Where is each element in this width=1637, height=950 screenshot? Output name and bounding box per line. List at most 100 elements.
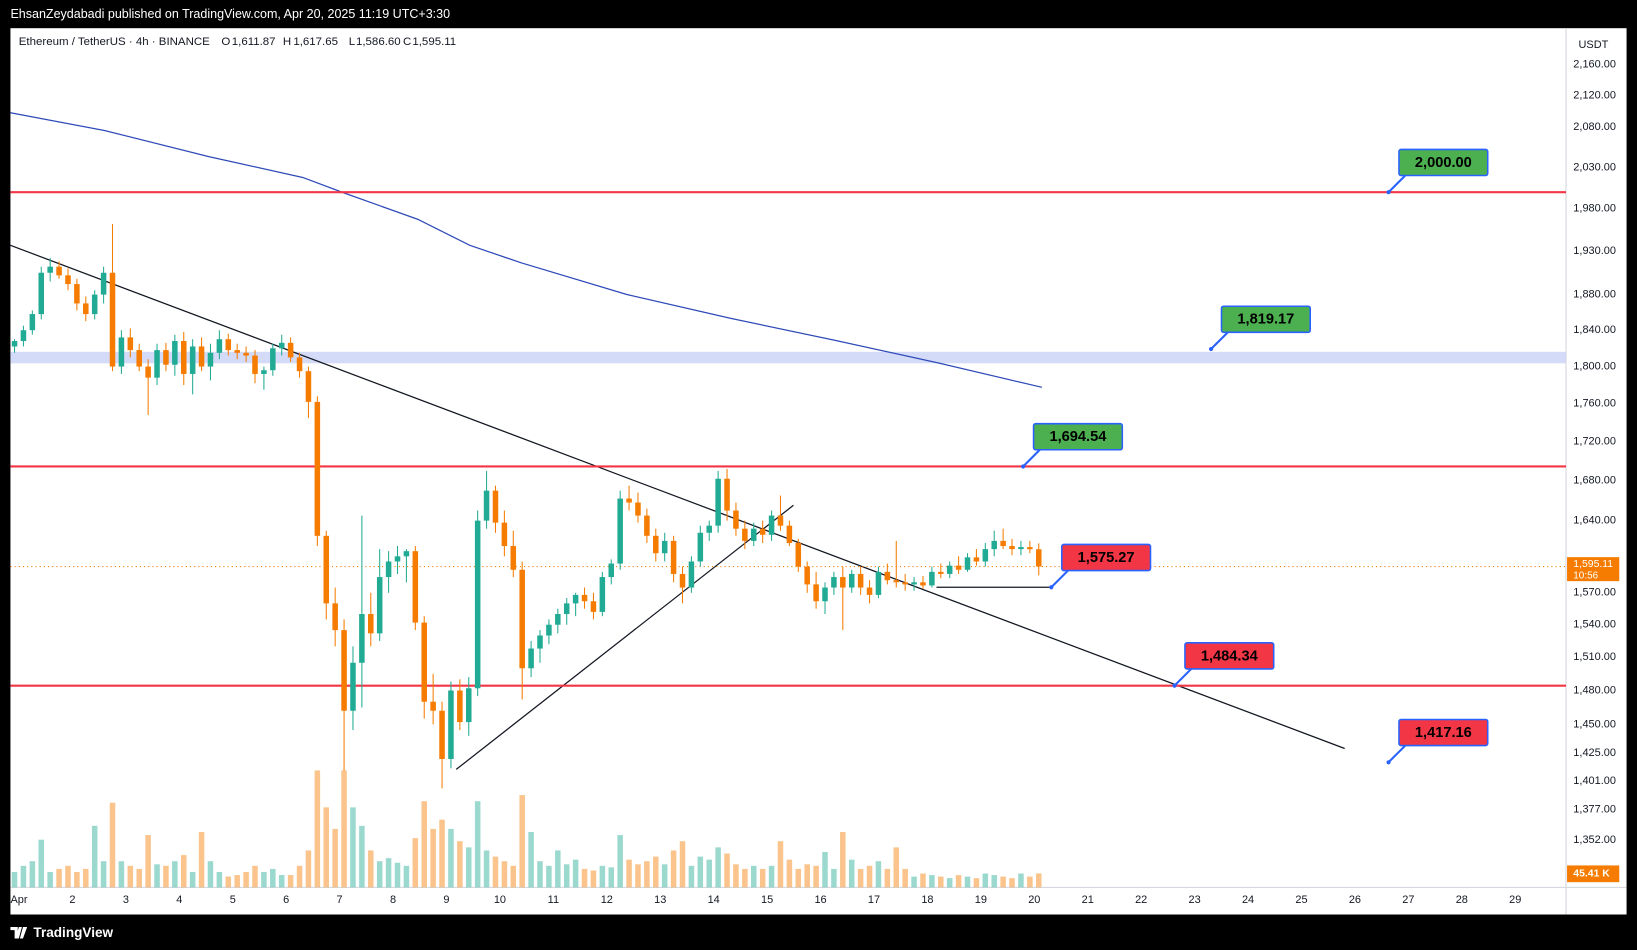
candle-body bbox=[430, 701, 436, 711]
candle-body bbox=[946, 565, 953, 574]
volume-bar bbox=[795, 868, 802, 888]
legend-key: C bbox=[403, 36, 411, 48]
x-tick-label: 4 bbox=[176, 894, 182, 906]
last-price-box bbox=[1567, 557, 1620, 582]
currency: USDT bbox=[1579, 39, 1609, 51]
volume-bar bbox=[332, 828, 338, 888]
volume-bar bbox=[56, 868, 62, 888]
brand: TradingView bbox=[10, 925, 114, 940]
candle-body bbox=[341, 630, 347, 711]
candle-body bbox=[982, 549, 989, 562]
callout-box bbox=[1220, 305, 1312, 334]
callout-point bbox=[1172, 683, 1177, 688]
y-tick-label: 1,800.00 bbox=[1573, 360, 1616, 372]
volume-bar bbox=[822, 851, 828, 888]
candle-body bbox=[670, 540, 677, 574]
candle-body bbox=[368, 614, 374, 634]
volume-bar bbox=[91, 825, 98, 888]
y-tick-label: 1,570.00 bbox=[1573, 587, 1616, 599]
volume-layer bbox=[11, 770, 1042, 888]
legend-value: 1,611.87 bbox=[232, 36, 276, 48]
volume-label: 45.41 K bbox=[1573, 869, 1610, 880]
candles bbox=[11, 223, 1042, 789]
x-tick-label: 26 bbox=[1349, 894, 1361, 906]
candle-body bbox=[555, 614, 561, 625]
candle-body bbox=[492, 490, 499, 523]
candle-body bbox=[323, 535, 330, 604]
volume-bar bbox=[216, 871, 223, 888]
y-tick-label: 1,930.00 bbox=[1573, 245, 1616, 257]
callout-label: 1,484.34 bbox=[1201, 648, 1259, 664]
volume-bar bbox=[47, 871, 53, 888]
x-tick-label: 16 bbox=[814, 894, 826, 906]
volume-bar bbox=[902, 868, 908, 888]
volume-bar bbox=[172, 861, 178, 888]
volume-bar bbox=[893, 847, 900, 888]
volume-bar bbox=[145, 835, 151, 888]
candle-body bbox=[661, 540, 668, 554]
volume-bar bbox=[412, 838, 419, 888]
volume-bar bbox=[65, 865, 71, 888]
volume-bar bbox=[982, 873, 989, 888]
volume-bar bbox=[385, 858, 392, 888]
callout-box bbox=[1060, 543, 1152, 572]
x-tick-label: 10 bbox=[494, 894, 506, 906]
volume-bar bbox=[474, 801, 481, 888]
candle-body bbox=[608, 563, 615, 578]
volume-bar bbox=[724, 853, 730, 888]
y-tick-label: 1,377.00 bbox=[1573, 804, 1616, 816]
volume-bar bbox=[804, 864, 810, 888]
candle-body bbox=[599, 577, 606, 612]
candle-body bbox=[572, 594, 579, 604]
candle-body bbox=[679, 573, 686, 588]
volume-bar bbox=[777, 841, 784, 888]
candle-body bbox=[385, 561, 392, 578]
candle-body bbox=[305, 371, 312, 402]
symbol: Ethereum / TetherUS · 4h · BINANCE bbox=[19, 36, 210, 48]
volume-bar bbox=[261, 871, 267, 888]
legend-key: O bbox=[221, 36, 230, 48]
volume-bar bbox=[198, 831, 205, 888]
volume-bar bbox=[314, 770, 321, 888]
volume-bar bbox=[350, 807, 356, 888]
volume-bar bbox=[537, 861, 543, 888]
candle-body bbox=[465, 688, 472, 723]
publisher: EhsanZeydabadi published on TradingView.… bbox=[10, 7, 450, 21]
candle-body bbox=[831, 577, 837, 588]
x-tick-label: 20 bbox=[1028, 894, 1040, 906]
volume-bar bbox=[83, 868, 89, 888]
volume-bar bbox=[1009, 878, 1015, 888]
candle-body bbox=[938, 571, 944, 574]
candle-body bbox=[270, 348, 276, 371]
volume-bar bbox=[341, 770, 347, 888]
callout-label: 1,694.54 bbox=[1049, 429, 1107, 445]
volume-bar bbox=[519, 795, 525, 888]
last-price-label: 1,595.11 bbox=[1573, 559, 1613, 570]
y-tick-label: 1,450.00 bbox=[1573, 718, 1616, 730]
y-tick-label: 1,401.00 bbox=[1573, 775, 1616, 787]
volume-bar bbox=[20, 865, 27, 888]
volume-bar bbox=[29, 861, 36, 888]
candle-body bbox=[74, 284, 80, 304]
candle-body bbox=[439, 710, 445, 759]
candle-body bbox=[617, 498, 623, 564]
callout-box bbox=[1398, 718, 1489, 747]
volume-bar bbox=[733, 864, 739, 888]
candle-body bbox=[207, 352, 214, 367]
volume-bar bbox=[38, 839, 45, 888]
volume-bar bbox=[653, 856, 659, 888]
zone bbox=[10, 351, 1567, 364]
volume-bar bbox=[127, 865, 134, 888]
volume-bar bbox=[225, 876, 232, 888]
volume-bar bbox=[483, 850, 490, 888]
candle-body bbox=[537, 635, 543, 649]
x-tick-label: 25 bbox=[1295, 894, 1307, 906]
candle-body bbox=[65, 275, 71, 285]
candle-body bbox=[822, 587, 828, 602]
volume-bar bbox=[287, 875, 294, 888]
volume-bar bbox=[563, 864, 570, 888]
callout-box bbox=[1032, 422, 1124, 451]
x-tick-label: 5 bbox=[230, 894, 236, 906]
